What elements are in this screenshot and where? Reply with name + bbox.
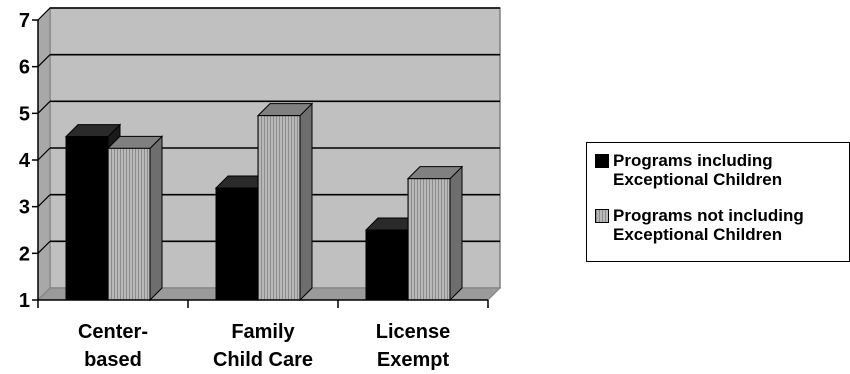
bar-series-2-cat-1 (106, 135, 164, 302)
legend-label-series-2-line-2: Exceptional Children (613, 225, 783, 244)
gridline-side (37, 54, 51, 68)
legend-item-series-1: Programs including Exceptional Children (595, 151, 782, 189)
bar-side (299, 102, 313, 302)
legend-label-series-2-line-1: Programs not including (613, 206, 804, 225)
gridline-side (37, 147, 51, 161)
bar-front (407, 178, 451, 301)
legend-label-series-1-line-1: Programs including (613, 151, 773, 170)
x-tick-label-1-line-2: based (84, 349, 142, 371)
y-tick-label: 2 (19, 243, 30, 265)
bar-front (65, 136, 109, 301)
legend-label-series-1-line-2: Exceptional Children (613, 170, 783, 189)
bar-front (257, 115, 301, 301)
bar-front (365, 229, 409, 301)
gridline-side (37, 240, 51, 254)
legend-item-series-2: Programs not including Exceptional Child… (595, 206, 804, 244)
y-tick-label: 1 (19, 290, 30, 312)
y-tick-label: 3 (19, 197, 30, 219)
y-tick-label: 6 (19, 57, 30, 79)
legend-swatch-series-2 (595, 209, 609, 223)
legend-label-series-1: Programs including Exceptional Children (613, 151, 782, 189)
gridline-side (37, 194, 51, 208)
x-tick-label-1-line-1: Center- (78, 321, 148, 343)
legend-swatch-series-1 (595, 154, 609, 168)
bar-series-2-cat-3 (406, 165, 464, 302)
bar-side (149, 135, 163, 302)
legend-label-series-2: Programs not including Exceptional Child… (613, 206, 804, 244)
x-tick-label-3-line-2: Exempt (377, 349, 450, 371)
y-tick-label: 7 (19, 10, 30, 32)
bar-front (107, 147, 151, 301)
legend: Programs including Exceptional Children … (586, 142, 850, 262)
x-tick-label-2-line-1: Family (231, 321, 295, 343)
bar-side (449, 165, 463, 302)
x-tick-label-2-line-2: Child Care (213, 349, 313, 371)
y-tick-label: 4 (19, 150, 31, 172)
y-tick-label: 5 (19, 103, 30, 125)
x-tick-label-3-line-1: License (376, 321, 450, 343)
gridline-side (37, 100, 51, 114)
bar-series-2-cat-2 (256, 102, 314, 302)
bar-front (215, 187, 259, 301)
gridline-side (37, 7, 51, 21)
